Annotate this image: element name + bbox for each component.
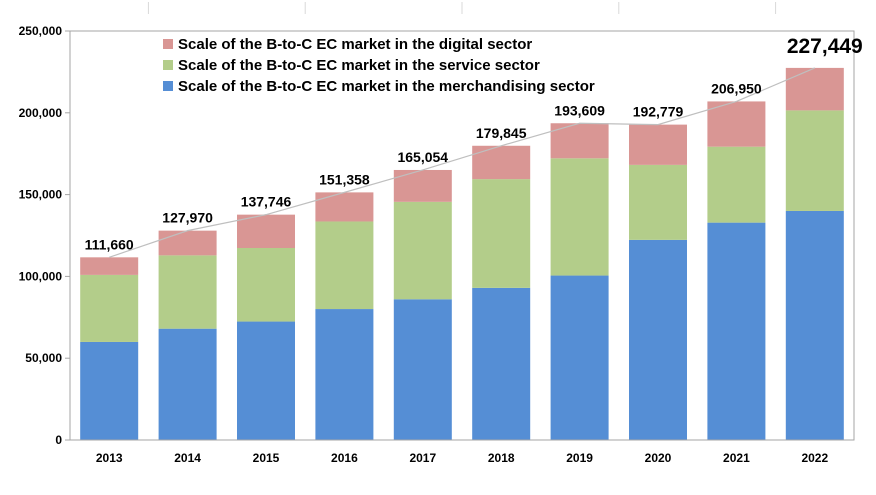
total-labels: 111,660 127,970 137,746 151,358 165,054 179,8… (85, 35, 863, 252)
total-label: 206,950 (711, 80, 762, 96)
bar-2018-series-2 (472, 145, 531, 180)
bar-2014-series-2 (158, 230, 217, 256)
x-tick-label: 2014 (174, 451, 201, 465)
bar-2013-series-1 (80, 274, 139, 342)
bar-2022-series-1 (785, 110, 844, 211)
bar-2014-series-0 (158, 328, 217, 440)
legend-swatch (163, 81, 173, 91)
y-tick-label: 0 (55, 433, 62, 447)
x-tick-label: 2015 (253, 451, 280, 465)
bar-2022-series-0 (785, 210, 844, 440)
legend-swatch (163, 39, 173, 49)
y-tick-label: 200,000 (19, 106, 63, 120)
total-line (109, 67, 816, 258)
legend-label: Scale of the B-to-C EC market in the mer… (178, 78, 595, 95)
bar-2020-series-2 (629, 124, 687, 165)
legend-label: Scale of the B-to-C EC market in the dig… (178, 36, 532, 53)
total-label: 165,054 (397, 149, 448, 165)
y-tick-label: 100,000 (19, 269, 63, 283)
bar-2016-series-1 (315, 221, 374, 310)
legend-label: Scale of the B-to-C EC market in the ser… (178, 57, 540, 74)
bar-2020-series-0 (629, 239, 687, 440)
x-tick-label: 2013 (96, 451, 123, 465)
legend-swatch (163, 60, 173, 70)
bar-2019-series-0 (550, 275, 609, 440)
y-tick-label: 150,000 (19, 188, 63, 202)
total-label: 111,660 (85, 236, 134, 252)
x-tick-label: 2021 (723, 451, 750, 465)
bar-2021-series-2 (707, 101, 766, 147)
x-tick-label: 2022 (801, 451, 828, 465)
bar-2013-series-0 (80, 341, 139, 440)
bar-2017-series-0 (393, 299, 452, 440)
x-axis: 2013 2014 2015 2016 2017 2018 2019 2020 2021 2022 (70, 439, 854, 465)
bar-2015-series-2 (237, 214, 295, 249)
bar-2014-series-1 (158, 255, 217, 329)
bar-2022-series-2 (785, 67, 844, 111)
bar-2015-series-1 (237, 248, 295, 322)
top-axis-ticks (147, 2, 777, 14)
bar-2021-series-0 (707, 222, 766, 440)
bar-2017-series-1 (393, 201, 452, 300)
bar-2013-series-2 (80, 257, 139, 275)
x-tick-label: 2016 (331, 451, 358, 465)
total-label: 192,779 (633, 104, 684, 120)
y-tick-label: 50,000 (25, 351, 62, 365)
total-trend-line (109, 67, 816, 258)
bar-2016-series-2 (315, 192, 374, 222)
x-tick-label: 2018 (488, 451, 515, 465)
bar-2019-series-1 (550, 158, 609, 276)
bar-2017-series-2 (393, 169, 452, 202)
total-label: 227,449 (787, 35, 863, 58)
y-axis: 0 50,000 100,000 150,000 200,000 250,000 (19, 24, 70, 447)
total-label: 179,845 (476, 125, 527, 141)
x-tick-label: 2020 (645, 451, 672, 465)
total-label: 127,970 (162, 210, 213, 226)
x-tick-label: 2019 (566, 451, 593, 465)
legend: Scale of the B-to-C EC market in the dig… (163, 36, 595, 95)
y-tick-label: 250,000 (19, 24, 63, 38)
bar-2021-series-1 (707, 146, 766, 223)
bar-2018-series-1 (472, 179, 531, 288)
bar-2020-series-1 (629, 164, 687, 240)
x-tick-label: 2017 (409, 451, 436, 465)
total-label: 193,609 (554, 102, 605, 118)
bar-2015-series-0 (237, 321, 295, 440)
bars (80, 67, 844, 440)
bar-2016-series-0 (315, 309, 374, 440)
total-label: 137,746 (241, 194, 292, 210)
bar-2018-series-0 (472, 287, 531, 440)
total-label: 151,358 (319, 171, 370, 187)
